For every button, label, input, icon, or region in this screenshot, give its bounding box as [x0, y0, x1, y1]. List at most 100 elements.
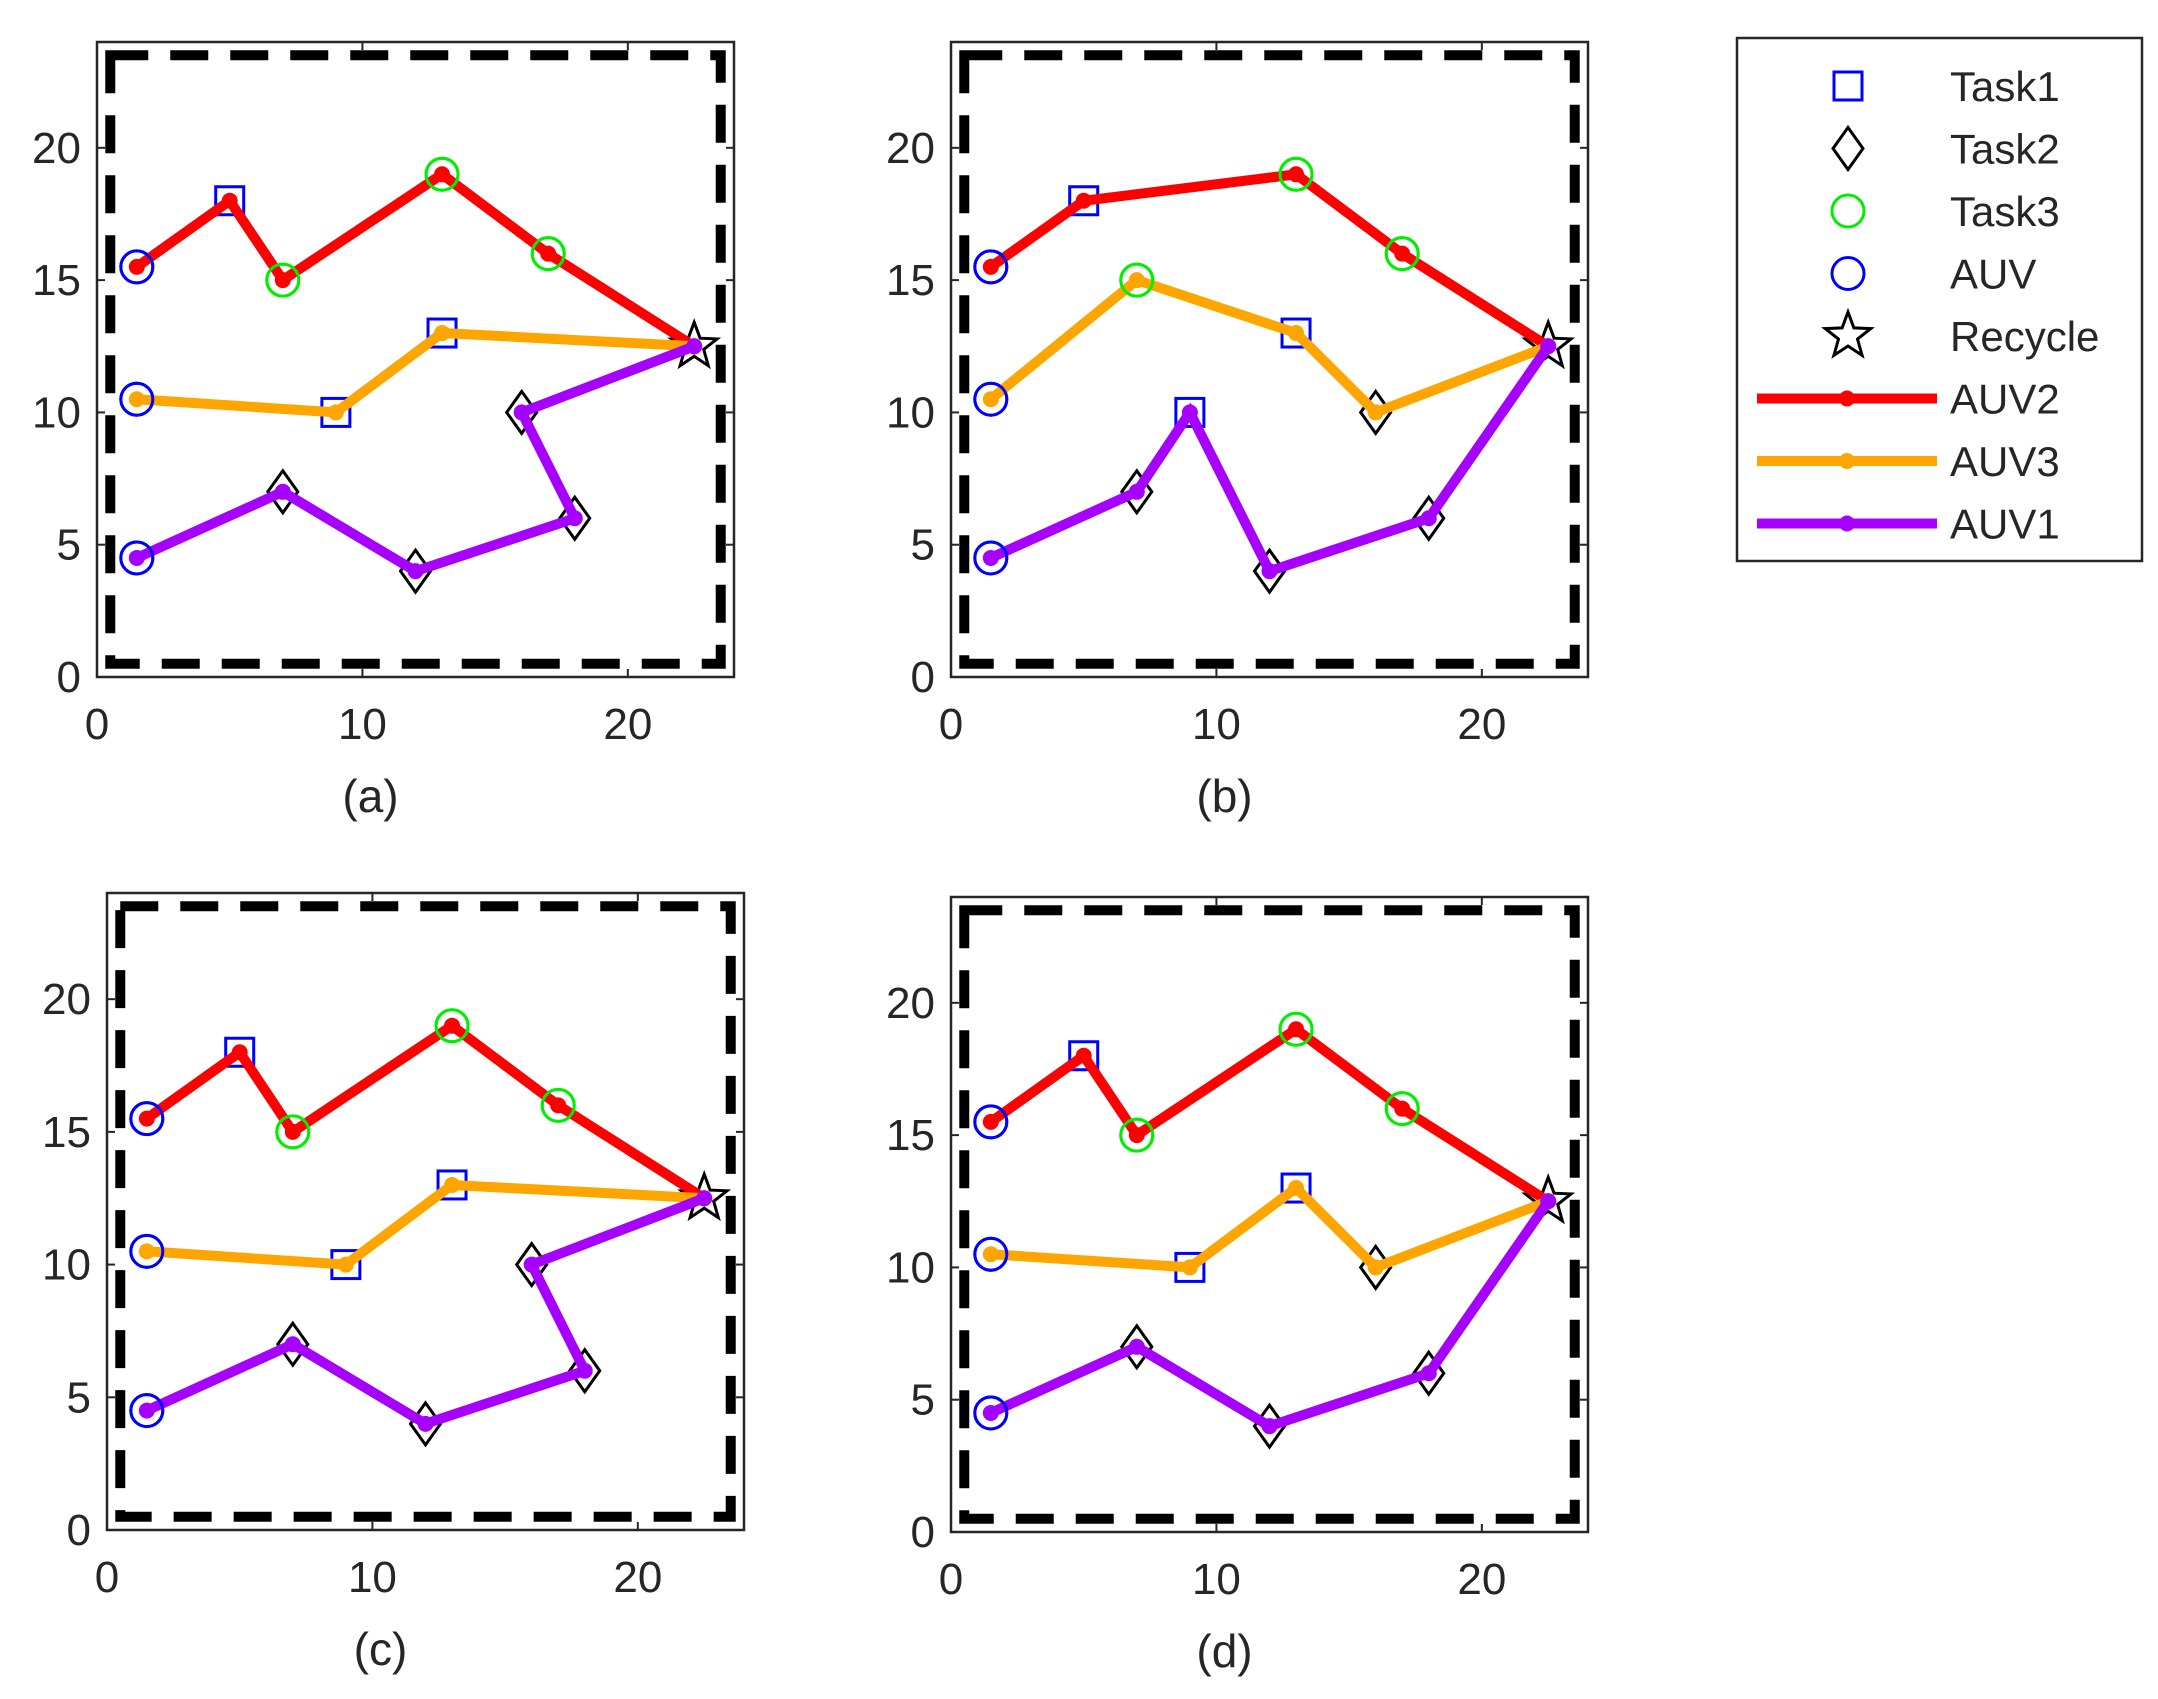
auv-marker-overlay [973, 540, 1009, 576]
legend-item-auv2: AUV2 [1757, 376, 2060, 423]
legend-label: AUV2 [1950, 376, 2060, 423]
panel-a: 0 5 10 15 20 0 10 20 (a) [32, 40, 736, 822]
series-point-auv3 [138, 1243, 155, 1260]
series-point-auv2 [274, 272, 291, 289]
series-point-auv1 [138, 1402, 155, 1419]
boundary-dashed [105, 50, 726, 669]
series-point-auv1 [982, 1404, 999, 1421]
task1-marker [1280, 1172, 1312, 1204]
boundary-dashed [959, 50, 1580, 669]
legend-label: AUV [1950, 251, 2036, 298]
series-point-auv1 [576, 1362, 593, 1379]
auv-marker-overlay [129, 1101, 165, 1137]
auv-marker-overlay [973, 1104, 1009, 1140]
x-tick-label: 20 [613, 1553, 662, 1602]
series-point-auv2 [128, 258, 145, 275]
x-tick-label: 20 [603, 700, 652, 749]
legend-label: AUV3 [1950, 438, 2060, 485]
y-tick-label: 5 [911, 521, 935, 570]
task3-marker-overlay [530, 236, 566, 272]
x-tick-label: 0 [939, 700, 963, 749]
y-tick-label: 10 [886, 1243, 935, 1292]
legend-item-auv: AUV [1830, 251, 2036, 298]
legend-label: AUV1 [1950, 501, 2060, 548]
axes-box [105, 891, 746, 1532]
legend-circle-icon [1830, 256, 1866, 291]
auv-marker-overlay [973, 249, 1009, 285]
series-line-auv3 [987, 274, 1550, 419]
series-line-auv2 [133, 168, 697, 351]
task2-marker [1119, 1323, 1154, 1371]
series-point-auv2 [284, 1123, 301, 1140]
series-point-auv2 [1075, 192, 1092, 209]
series-point-auv1 [1420, 1365, 1437, 1382]
series-point-auv3 [1288, 325, 1305, 342]
axes-box [949, 895, 1590, 1534]
x-tick-label: 20 [1457, 700, 1506, 749]
panel-label: (b) [1196, 770, 1252, 822]
series-point-auv1 [417, 1415, 434, 1432]
task3-marker-overlay [424, 156, 460, 192]
series-point-auv1 [407, 563, 424, 580]
panel-label: (d) [1196, 1625, 1252, 1677]
legend-label: Recycle [1950, 313, 2099, 360]
series-point-auv1 [566, 510, 583, 527]
legend-label: Task2 [1950, 126, 2060, 173]
series-line-auv1 [144, 1193, 706, 1430]
legend: Task1 Task2 Task3 AUV Recycle AUV2 AUV3 AUV1 [1735, 36, 2144, 563]
series-point-auv3 [128, 391, 145, 408]
series-point-auv2 [982, 1113, 999, 1130]
y-tick-label: 15 [42, 1108, 91, 1157]
task1-marker [214, 185, 246, 217]
y-tick-label: 0 [57, 653, 81, 702]
series-point-auv3 [1288, 1180, 1305, 1197]
x-tick-label: 20 [1457, 1555, 1506, 1604]
series-point-auv3 [1128, 272, 1145, 289]
y-tick-label: 5 [911, 1376, 935, 1425]
panel-c: 0 5 10 15 20 0 10 20 (c) [42, 891, 746, 1675]
legend-point-swatch [1839, 390, 1855, 407]
series-point-auv2 [1128, 1127, 1145, 1144]
legend-point-swatch [1839, 515, 1855, 532]
series-point-auv3 [337, 1256, 354, 1273]
series-line-auv3 [990, 1181, 1550, 1274]
x-tick-label: 10 [1192, 1555, 1241, 1604]
panel-label: (a) [342, 770, 398, 822]
series-point-auv3 [1367, 404, 1384, 421]
series-point-auv3 [982, 391, 999, 408]
series-point-auv1 [1540, 338, 1557, 355]
series-point-auv2 [982, 258, 999, 275]
series-point-auv1 [274, 483, 291, 500]
series-point-auv3 [434, 325, 451, 342]
series-point-auv2 [1394, 245, 1411, 262]
series-point-auv2 [540, 245, 557, 262]
y-tick-label: 10 [886, 388, 935, 437]
x-tick-label: 0 [85, 700, 109, 749]
axes-box [949, 40, 1590, 679]
series-point-auv2 [1288, 1021, 1305, 1038]
auv-marker-overlay [973, 381, 1009, 417]
auv-marker-overlay [119, 249, 155, 285]
series-point-auv1 [1261, 1418, 1278, 1435]
series-point-auv3 [1181, 1259, 1198, 1276]
legend-diamond-icon [1831, 124, 1865, 173]
task3-marker-overlay [1119, 1117, 1155, 1153]
task2-marker [265, 468, 300, 516]
series-point-auv1 [982, 549, 999, 566]
series-point-auv1 [696, 1190, 713, 1207]
series-point-auv2 [434, 166, 451, 183]
legend-item-task3: Task3 [1830, 188, 2060, 235]
y-tick-label: 20 [886, 124, 935, 173]
series-point-auv1 [1261, 563, 1278, 580]
y-tick-label: 0 [911, 653, 935, 702]
series-point-auv1 [128, 549, 145, 566]
series-line-auv2 [143, 1019, 707, 1203]
series-point-auv1 [1540, 1193, 1557, 1210]
series-line-auv1 [134, 341, 696, 577]
task1-marker [1174, 396, 1206, 428]
task2-marker [275, 1320, 310, 1368]
y-tick-label: 10 [32, 388, 81, 437]
task3-marker-overlay [1278, 1011, 1314, 1047]
series-point-auv3 [444, 1176, 461, 1193]
